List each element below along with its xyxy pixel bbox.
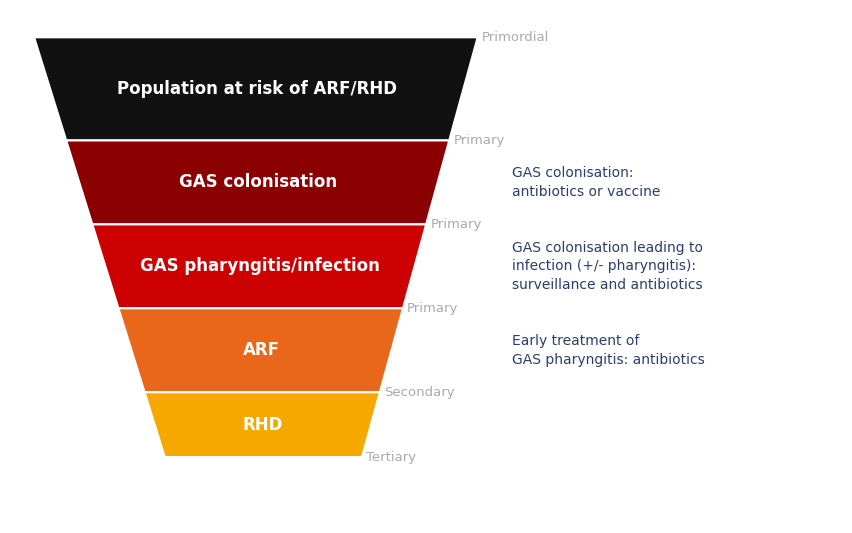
Text: GAS colonisation: GAS colonisation [179, 173, 337, 191]
Polygon shape [34, 37, 477, 140]
Text: ARF: ARF [243, 341, 279, 359]
Text: Primordial: Primordial [481, 31, 549, 44]
Polygon shape [66, 140, 449, 224]
Polygon shape [144, 392, 379, 457]
Text: Primary: Primary [406, 302, 458, 315]
Text: Primary: Primary [430, 218, 481, 231]
Polygon shape [92, 224, 426, 308]
Text: GAS pharyngitis/infection: GAS pharyngitis/infection [140, 257, 379, 276]
Text: Population at risk of ARF/RHD: Population at risk of ARF/RHD [117, 80, 396, 98]
Text: GAS colonisation leading to
infection (+/- pharyngitis):
surveillance and antibi: GAS colonisation leading to infection (+… [511, 241, 702, 292]
Text: RHD: RHD [242, 416, 283, 434]
Text: Secondary: Secondary [383, 386, 454, 399]
Text: Primary: Primary [453, 134, 504, 147]
Text: Tertiary: Tertiary [366, 450, 416, 464]
Text: Early treatment of
GAS pharyngitis: antibiotics: Early treatment of GAS pharyngitis: anti… [511, 334, 704, 367]
Polygon shape [118, 308, 402, 392]
Text: GAS colonisation:
antibiotics or vaccine: GAS colonisation: antibiotics or vaccine [511, 166, 659, 199]
